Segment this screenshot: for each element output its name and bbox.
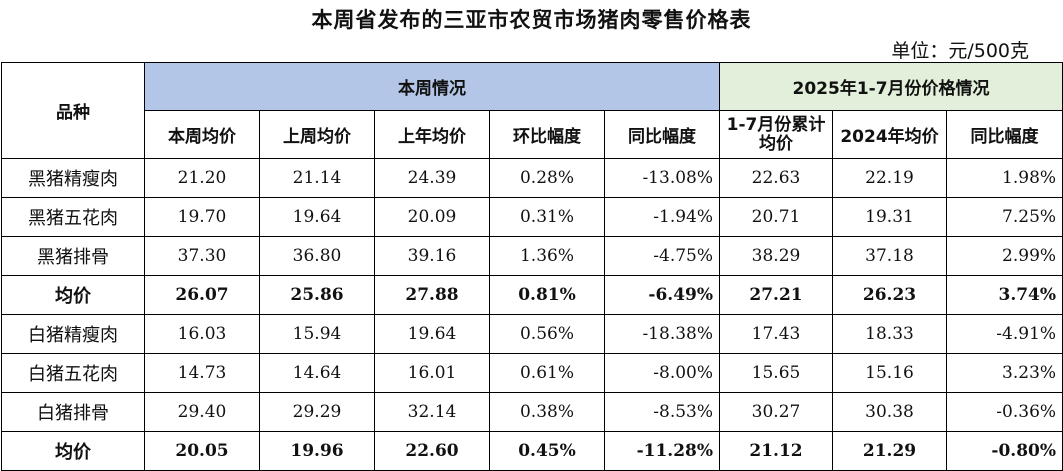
cell-last-week-avg: 21.14 (259, 158, 375, 198)
unit-label: 单位：元/500克 (891, 40, 1029, 62)
cell-mom-change: 0.31% (489, 197, 605, 237)
header-this-week-avg: 本周均价 (144, 110, 260, 159)
page-title: 本周省发布的三亚市农贸市场猪肉零售价格表 (311, 8, 752, 32)
cell-ytd-avg: 21.12 (719, 431, 834, 471)
cell-last-year-avg: 22.60 (374, 431, 490, 471)
cell-ytd-avg: 30.27 (719, 392, 834, 432)
cell-2024-avg: 15.16 (832, 353, 948, 393)
cell-ytd-avg: 17.43 (719, 314, 834, 354)
cell-last-year-avg: 24.39 (374, 158, 490, 198)
cell-last-week-avg: 36.80 (259, 236, 375, 276)
cell-2024-avg: 26.23 (832, 275, 948, 315)
cell-2024-avg: 22.19 (832, 158, 948, 198)
cell-ytd-yoy-change: -0.80% (946, 431, 1063, 471)
row-variety: 白猪精瘦肉 (1, 314, 145, 354)
table-row: 均价 26.07 25.86 27.88 0.81% -6.49% 27.21 26.23 3.… (1, 275, 1063, 315)
cell-2024-avg: 19.31 (832, 197, 948, 237)
cell-this-week-avg: 26.07 (144, 275, 260, 315)
cell-2024-avg: 21.29 (832, 431, 948, 471)
row-variety: 白猪排骨 (1, 392, 145, 432)
cell-last-year-avg: 20.09 (374, 197, 490, 237)
header-ytd-group: 2025年1-7月份价格情况 (719, 62, 1063, 111)
table-row: 黑猪排骨 37.30 36.80 39.16 1.36% -4.75% 38.29 37.18… (1, 236, 1063, 276)
cell-mom-change: 1.36% (489, 236, 605, 276)
row-variety: 黑猪排骨 (1, 236, 145, 276)
table-row: 黑猪精瘦肉 21.20 21.14 24.39 0.28% -13.08% 22.63 22.… (1, 158, 1063, 198)
cell-this-week-avg: 37.30 (144, 236, 260, 276)
cell-yoy-change: -6.49% (603, 275, 721, 315)
cell-last-week-avg: 15.94 (259, 314, 375, 354)
cell-last-year-avg: 32.14 (374, 392, 490, 432)
cell-ytd-avg: 22.63 (719, 158, 834, 198)
cell-this-week-avg: 14.73 (144, 353, 260, 393)
cell-mom-change: 0.28% (489, 158, 605, 198)
cell-this-week-avg: 20.05 (144, 431, 260, 471)
header-ytd-avg: 1-7月份累计均价 (719, 110, 834, 159)
cell-last-week-avg: 19.96 (259, 431, 375, 471)
row-variety: 白猪五花肉 (1, 353, 145, 393)
cell-last-year-avg: 39.16 (374, 236, 490, 276)
cell-last-year-avg: 27.88 (374, 275, 490, 315)
cell-yoy-change: -11.28% (603, 431, 721, 471)
cell-yoy-change: -13.08% (603, 158, 721, 198)
cell-last-year-avg: 16.01 (374, 353, 490, 393)
cell-mom-change: 0.38% (489, 392, 605, 432)
cell-last-week-avg: 29.29 (259, 392, 375, 432)
header-mom-change: 环比幅度 (489, 110, 605, 159)
row-variety: 均价 (1, 275, 145, 315)
cell-ytd-yoy-change: 2.99% (946, 236, 1063, 276)
table-row: 黑猪五花肉 19.70 19.64 20.09 0.31% -1.94% 20.71 19.3… (1, 197, 1063, 237)
header-ytd-yoy-change: 同比幅度 (946, 110, 1063, 159)
cell-ytd-avg: 15.65 (719, 353, 834, 393)
cell-yoy-change: -8.53% (603, 392, 721, 432)
header-last-year-avg: 上年均价 (374, 110, 490, 159)
cell-last-week-avg: 19.64 (259, 197, 375, 237)
cell-this-week-avg: 29.40 (144, 392, 260, 432)
header-yoy-change: 同比幅度 (603, 110, 721, 159)
cell-yoy-change: -4.75% (603, 236, 721, 276)
cell-ytd-avg: 27.21 (719, 275, 834, 315)
header-last-week-avg: 上周均价 (259, 110, 375, 159)
cell-mom-change: 0.81% (489, 275, 605, 315)
table-row: 白猪排骨 29.40 29.29 32.14 0.38% -8.53% 30.27 30.38… (1, 392, 1063, 432)
cell-yoy-change: -8.00% (603, 353, 721, 393)
cell-2024-avg: 37.18 (832, 236, 948, 276)
header-variety: 品种 (1, 62, 145, 159)
header-this-week-group: 本周情况 (143, 62, 721, 111)
row-variety: 黑猪五花肉 (1, 197, 145, 237)
cell-yoy-change: -18.38% (603, 314, 721, 354)
table-row: 白猪精瘦肉 16.03 15.94 19.64 0.56% -18.38% 17.43 18.… (1, 314, 1063, 354)
cell-mom-change: 0.45% (489, 431, 605, 471)
cell-ytd-yoy-change: 1.98% (946, 158, 1063, 198)
cell-yoy-change: -1.94% (603, 197, 721, 237)
cell-mom-change: 0.61% (489, 353, 605, 393)
cell-last-week-avg: 25.86 (259, 275, 375, 315)
price-table: 品种 本周情况 2025年1-7月份价格情况 本周均价 上周均价 上年均价 环比… (1, 62, 1063, 471)
table-row: 白猪五花肉 14.73 14.64 16.01 0.61% -8.00% 15.65 15.1… (1, 353, 1063, 393)
cell-last-week-avg: 14.64 (259, 353, 375, 393)
row-variety: 均价 (1, 431, 145, 471)
cell-this-week-avg: 21.20 (144, 158, 260, 198)
cell-mom-change: 0.56% (489, 314, 605, 354)
cell-ytd-yoy-change: 3.74% (946, 275, 1063, 315)
cell-2024-avg: 30.38 (832, 392, 948, 432)
cell-this-week-avg: 16.03 (144, 314, 260, 354)
header-2024-avg: 2024年均价 (832, 110, 948, 159)
cell-ytd-avg: 20.71 (719, 197, 834, 237)
cell-ytd-yoy-change: 7.25% (946, 197, 1063, 237)
cell-this-week-avg: 19.70 (144, 197, 260, 237)
cell-ytd-yoy-change: -0.36% (946, 392, 1063, 432)
cell-last-year-avg: 19.64 (374, 314, 490, 354)
cell-ytd-yoy-change: 3.23% (946, 353, 1063, 393)
cell-ytd-yoy-change: -4.91% (946, 314, 1063, 354)
cell-ytd-avg: 38.29 (719, 236, 834, 276)
cell-2024-avg: 18.33 (832, 314, 948, 354)
table-row: 均价 20.05 19.96 22.60 0.45% -11.28% 21.12 21.29-… (1, 431, 1063, 471)
row-variety: 黑猪精瘦肉 (1, 158, 145, 198)
